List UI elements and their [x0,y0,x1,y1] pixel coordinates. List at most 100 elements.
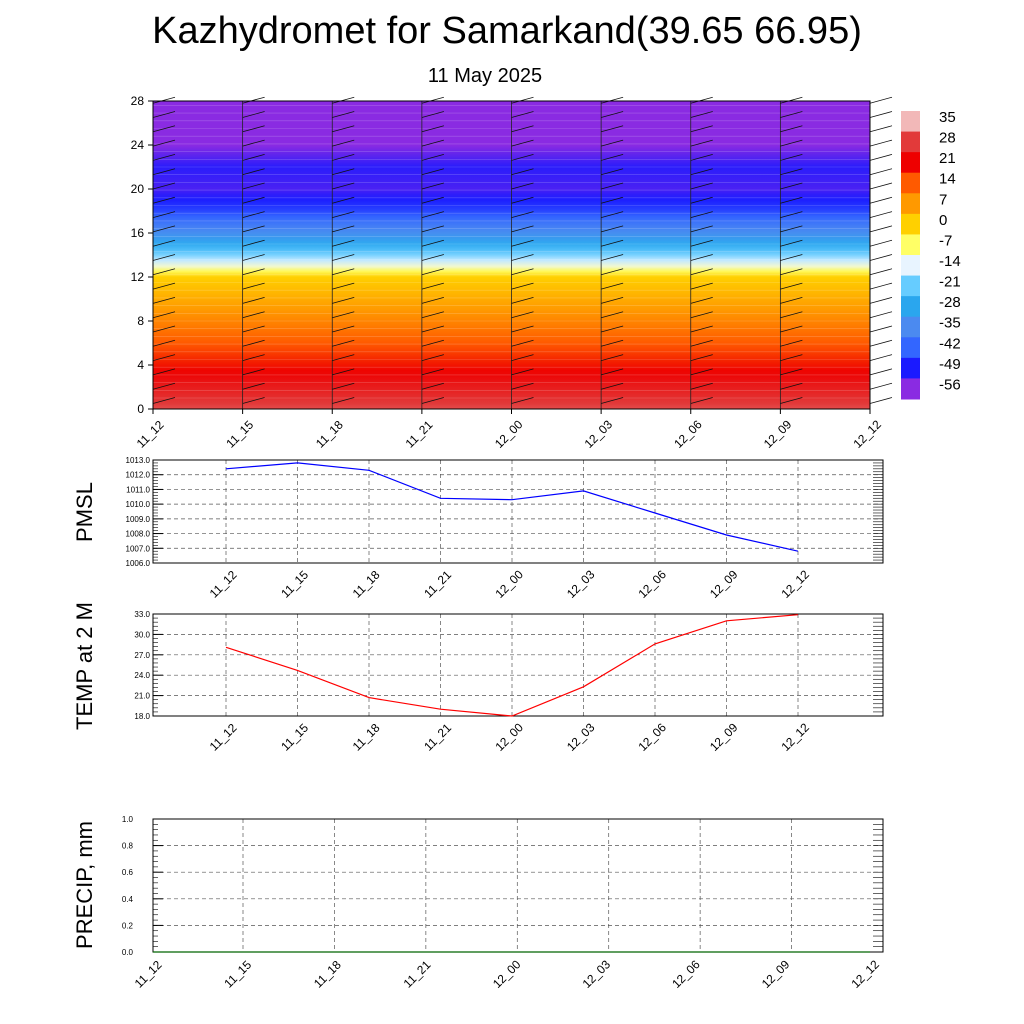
y-axis-label: PMSL [72,482,97,542]
wind-barb [601,125,624,133]
panel-frame [152,459,884,564]
wind-barb [242,339,265,347]
wind-barb [152,125,176,133]
wind-barb [869,397,893,404]
colorbar-label: -56 [939,376,961,393]
wind-barb [869,139,893,147]
wind-barb [152,168,176,176]
wind-barb [780,168,803,176]
wind-barb [332,182,355,190]
wind-barb [242,182,265,190]
x-tick-label: 12_09 [759,957,793,991]
wind-barb [780,325,803,333]
wind-barb [690,111,713,118]
x-tick-label: 11_12 [207,568,240,601]
wind-barb [601,339,624,347]
wind-barb [332,368,355,376]
x-tick-label: 12_03 [582,417,616,451]
wind-barb [690,168,713,176]
y-tick-label: 33.0 [134,610,150,619]
wind-barb [511,96,534,104]
y-tick-label: 1011.0 [126,485,150,494]
y-tick-label: 1008.0 [126,530,151,539]
x-tick-label: 12_12 [848,957,882,991]
wind-barb [690,268,713,276]
x-tick-label: 11_18 [350,721,383,754]
wind-barb [690,154,713,161]
wind-barb [780,268,803,276]
wind-barb [421,297,444,304]
wind-barb [421,311,444,319]
x-tick-label: 12_03 [564,720,598,754]
y-tick-label: 0 [137,402,144,416]
wind-barb [780,368,803,376]
wind-barb [780,382,803,390]
wind-barb [690,239,713,247]
wind-barb [242,297,265,304]
colorbar-segment [901,275,920,297]
x-tick-label: 11_15 [278,721,311,754]
wind-barb [690,397,713,404]
wind-barb [152,297,176,304]
wind-barb [511,111,534,118]
x-tick-label: 12_06 [669,957,703,991]
wind-barb [511,368,534,376]
wind-barb [601,168,624,176]
wind-barb [601,239,624,247]
colorbar-label: 0 [939,212,947,229]
page-subtitle: 11 May 2025 [427,65,543,87]
wind-barb [780,354,803,361]
wind-barb [421,268,444,276]
y-tick-label: 0.2 [122,921,134,930]
wind-barb [332,139,355,147]
colorbar-segment [901,193,920,215]
wind-barb [869,168,893,176]
wind-barb [780,339,803,347]
wind-barb [421,382,444,390]
colorbar-label: -49 [939,356,961,373]
colorbar-segment [901,378,920,400]
wind-barb [690,225,713,233]
wind-barb [690,211,713,218]
x-tick-label: 11_21 [421,568,454,601]
wind-barb [242,154,265,161]
wind-barb [511,225,534,233]
wind-barb [511,168,534,176]
wind-barb [152,268,176,276]
x-tick-label: 12_09 [761,417,795,451]
x-tick-label: 11_18 [311,958,344,991]
panel-frame [152,818,884,953]
wind-barb [690,254,713,261]
colorbar-label: 28 [939,130,956,147]
wind-barb [332,268,355,276]
y-tick-label: 20 [131,182,145,196]
wind-barb [511,397,534,404]
wind-barb [869,354,893,361]
wind-barb [421,368,444,376]
wind-barb [242,196,265,204]
x-tick-label: 12_00 [490,957,524,991]
wind-barb [332,254,355,261]
wind-barb [152,254,176,261]
wind-barb [421,354,444,361]
wind-barb [332,168,355,176]
wind-barb [332,211,355,218]
wind-barb [601,96,624,104]
wind-barb [152,96,176,104]
y-tick-label: 0.4 [122,895,134,904]
colorbar-label: -35 [939,315,961,332]
wind-barb [780,311,803,319]
colorbar-segment [901,296,920,318]
colorbar-segment [901,337,920,359]
wind-barb [601,211,624,218]
wind-barb [332,382,355,390]
wind-barb [869,282,893,290]
wind-barb [152,382,176,390]
wind-barb [511,282,534,290]
wind-barb [152,111,176,118]
wind-barb [511,139,534,147]
wind-barb [511,154,534,161]
y-tick-label: 30.0 [134,630,150,639]
wind-barb [780,154,803,161]
